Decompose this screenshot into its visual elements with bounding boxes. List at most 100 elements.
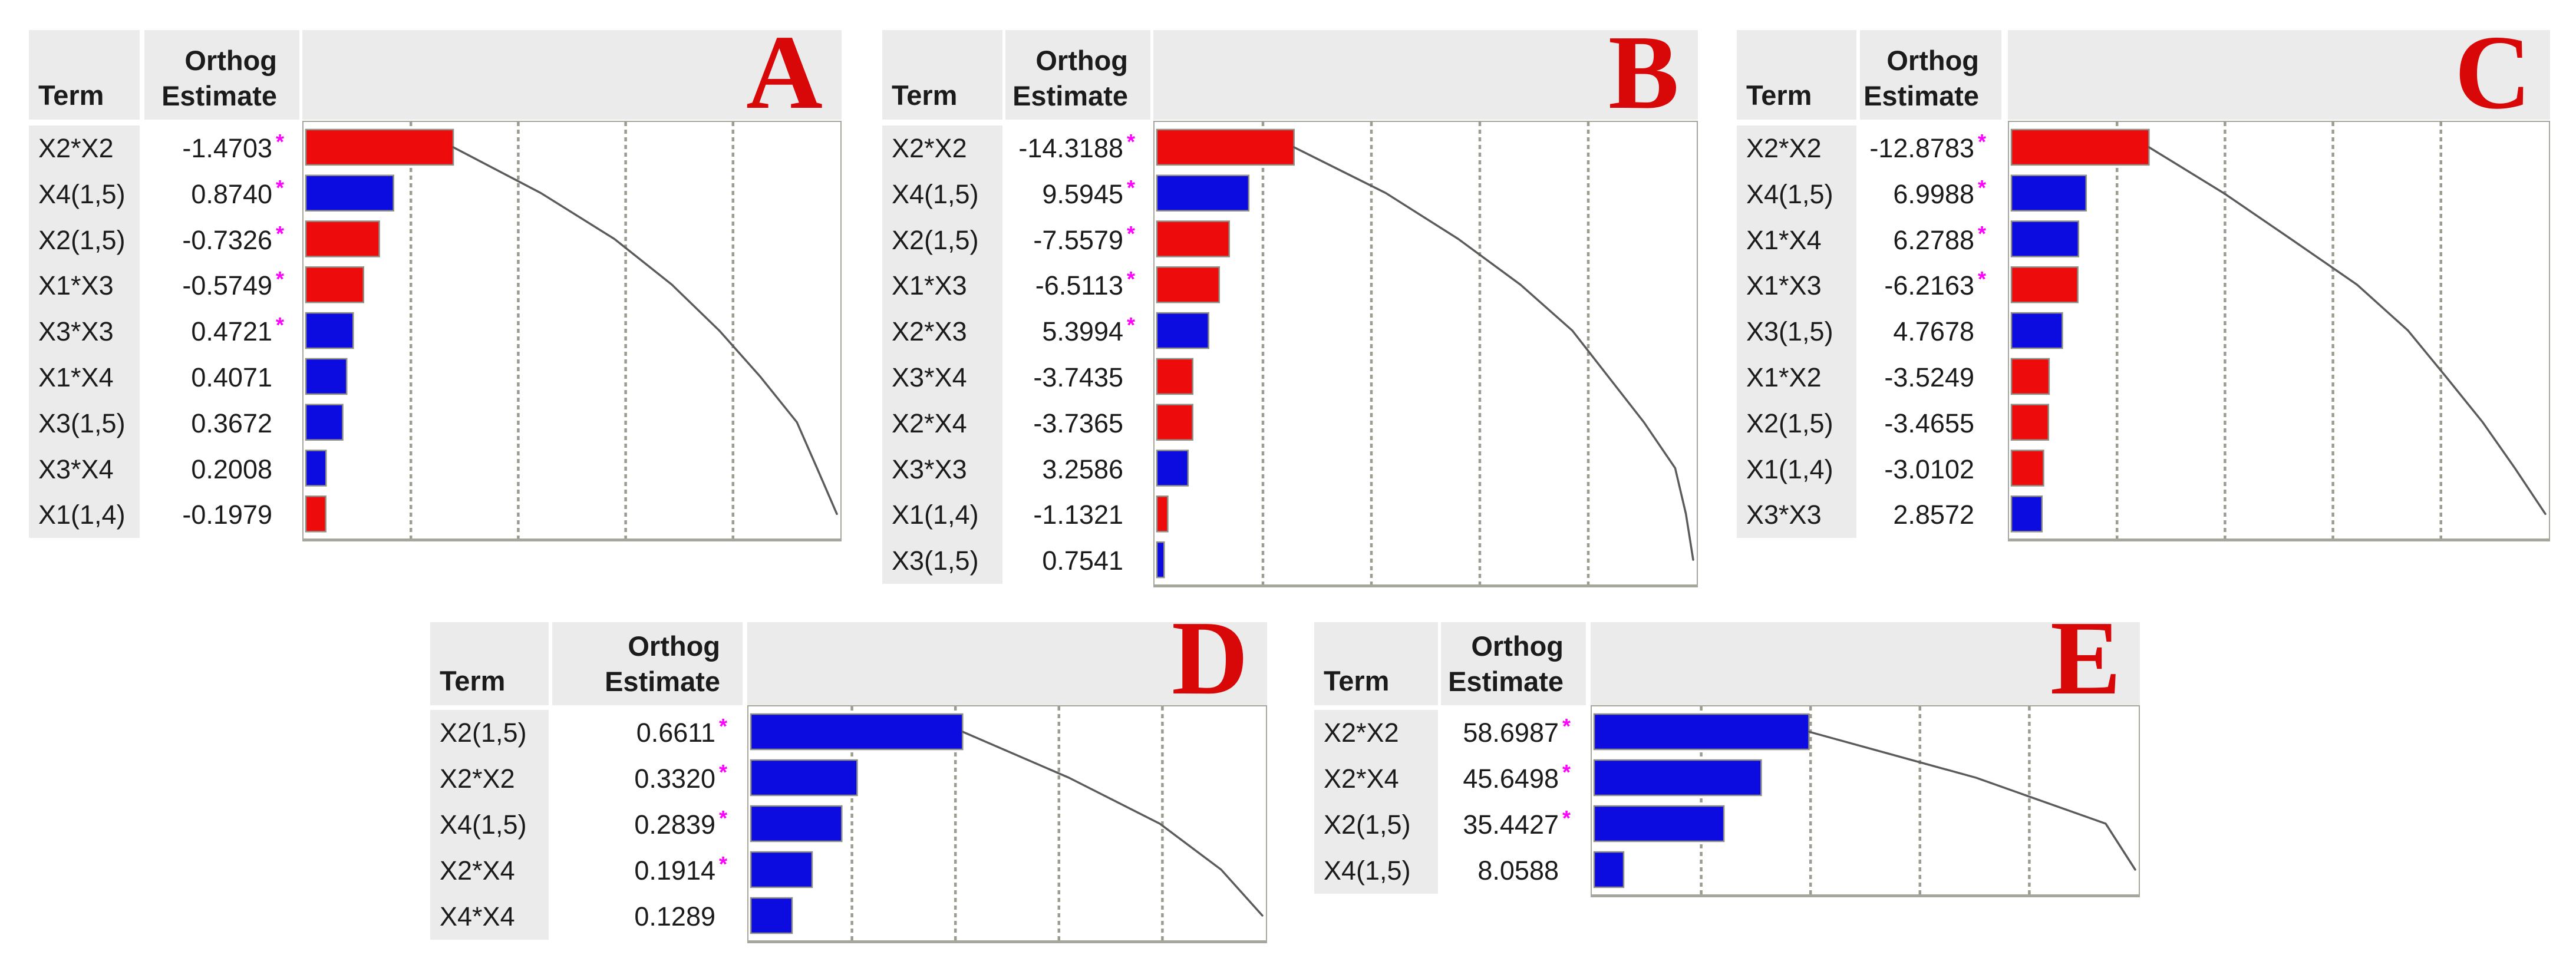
estimate-header-cell: Orthog Estimate bbox=[552, 622, 743, 705]
estimate-value: -3.7435 bbox=[1033, 362, 1123, 392]
plot-background bbox=[2009, 122, 2549, 538]
pareto-bar bbox=[2010, 220, 2080, 257]
pareto-bar bbox=[1156, 128, 1295, 166]
pareto-bar bbox=[1156, 174, 1250, 212]
pareto-plot-svg bbox=[304, 122, 840, 538]
term-cell: X1*X4 bbox=[38, 362, 114, 392]
term-header-cell: Term bbox=[882, 30, 1002, 120]
estimate-header-line2: Estimate bbox=[161, 80, 277, 111]
significance-star: * bbox=[719, 714, 728, 738]
estimate-value: 0.4071 bbox=[191, 362, 272, 392]
estimate-header-line2: Estimate bbox=[1863, 80, 1979, 111]
term-cell: X2*X2 bbox=[38, 133, 114, 163]
term-header-label: Term bbox=[1324, 665, 1390, 696]
pareto-plot-svg bbox=[2009, 122, 2549, 538]
term-cell: X1(1,4) bbox=[892, 500, 979, 530]
pareto-bar bbox=[2010, 495, 2043, 533]
term-cell: X3*X3 bbox=[38, 316, 114, 347]
pareto-bar bbox=[2010, 174, 2087, 212]
pareto-bar bbox=[1156, 358, 1194, 395]
term-cell: X2*X3 bbox=[892, 316, 967, 347]
estimate-header-label: Orthog Estimate bbox=[1448, 629, 1564, 699]
estimate-value: 0.7541 bbox=[1042, 546, 1123, 576]
pareto-bar bbox=[1156, 220, 1231, 257]
estimate-value: -14.3188 bbox=[1018, 133, 1123, 163]
pareto-plot bbox=[747, 705, 1267, 943]
estimate-header-label: Orthog Estimate bbox=[161, 43, 277, 114]
significance-star: * bbox=[1562, 714, 1571, 738]
significance-star: * bbox=[1562, 760, 1571, 784]
pareto-bar bbox=[1156, 266, 1221, 303]
plot-header-strip: B bbox=[1153, 13, 1698, 131]
term-header-label: Term bbox=[38, 80, 104, 111]
term-cell: X2(1,5) bbox=[1324, 810, 1411, 840]
significance-star: * bbox=[719, 852, 728, 876]
estimate-header-cell: Orthog Estimate bbox=[1005, 30, 1150, 120]
pareto-plot bbox=[2008, 121, 2550, 541]
pareto-plot bbox=[1153, 121, 1698, 587]
significance-star: * bbox=[1127, 130, 1136, 154]
estimate-value: -3.0102 bbox=[1884, 454, 1974, 484]
estimate-value: 0.1289 bbox=[634, 901, 715, 931]
plot-header-strip: A bbox=[302, 19, 842, 125]
term-cell: X2*X2 bbox=[892, 133, 967, 163]
estimate-value: 4.7678 bbox=[1893, 316, 1974, 347]
estimate-header-line1: Orthog bbox=[628, 630, 720, 662]
significance-star: * bbox=[276, 221, 285, 246]
term-cell: X1*X3 bbox=[38, 270, 114, 301]
pareto-bar bbox=[305, 174, 394, 212]
pareto-bar bbox=[1593, 713, 1810, 751]
term-cell: X2(1,5) bbox=[38, 224, 126, 255]
term-cell: X1*X2 bbox=[1746, 362, 1822, 392]
estimate-value: 0.2008 bbox=[191, 454, 272, 484]
cumulative-curve bbox=[452, 146, 838, 516]
term-cell: X1*X3 bbox=[892, 270, 967, 301]
term-cell: X1*X3 bbox=[1746, 270, 1822, 301]
estimate-header-label: Orthog Estimate bbox=[1012, 43, 1128, 114]
estimate-value: 0.3320 bbox=[634, 764, 715, 794]
estimate-value: 0.6611 bbox=[636, 718, 715, 748]
term-cell: X3*X3 bbox=[892, 454, 967, 484]
term-cell: X1(1,4) bbox=[38, 500, 126, 530]
significance-star: * bbox=[276, 267, 285, 292]
panel-letter: B bbox=[1608, 13, 1679, 131]
pareto-bar bbox=[305, 312, 354, 349]
pareto-bar bbox=[1593, 759, 1762, 797]
term-cell: X4(1,5) bbox=[1746, 179, 1833, 209]
pareto-bar bbox=[305, 128, 454, 166]
significance-star: * bbox=[1978, 267, 1987, 292]
term-cell: X2*X2 bbox=[440, 764, 515, 794]
significance-star: * bbox=[1978, 175, 1987, 200]
cumulative-curve bbox=[1808, 731, 2136, 871]
cumulative-curve bbox=[1292, 146, 1694, 561]
pareto-bar bbox=[2010, 358, 2050, 395]
estimate-header-line1: Orthog bbox=[184, 45, 277, 76]
significance-star: * bbox=[1562, 806, 1571, 830]
term-cell: X2*X4 bbox=[440, 855, 515, 886]
pareto-plot bbox=[1591, 705, 2140, 897]
term-cell: X1*X4 bbox=[1746, 224, 1822, 255]
estimate-header-line1: Orthog bbox=[1471, 630, 1564, 662]
pareto-plot-svg bbox=[748, 706, 1266, 940]
pareto-bar bbox=[750, 805, 843, 843]
estimate-value: -3.5249 bbox=[1884, 362, 1974, 392]
pareto-bar bbox=[1156, 541, 1165, 579]
term-cell: X2(1,5) bbox=[892, 224, 979, 255]
pareto-bar bbox=[750, 897, 793, 934]
estimate-value: -7.5579 bbox=[1033, 224, 1123, 255]
estimate-header-cell: Orthog Estimate bbox=[1860, 30, 2001, 120]
cumulative-curve bbox=[2148, 146, 2547, 516]
term-cell: X3*X4 bbox=[892, 362, 967, 392]
panel-letter: E bbox=[2050, 599, 2121, 716]
significance-star: * bbox=[1127, 313, 1136, 338]
cumulative-curve bbox=[961, 731, 1264, 917]
term-header-label: Term bbox=[440, 665, 506, 696]
term-cell: X2*X4 bbox=[892, 408, 967, 438]
pareto-bar bbox=[750, 851, 813, 888]
significance-star: * bbox=[1127, 175, 1136, 200]
term-header-label: Term bbox=[1746, 80, 1812, 111]
term-cell: X2*X2 bbox=[1746, 133, 1822, 163]
pareto-bar bbox=[750, 759, 858, 797]
estimate-value: 2.8572 bbox=[1893, 500, 1974, 530]
